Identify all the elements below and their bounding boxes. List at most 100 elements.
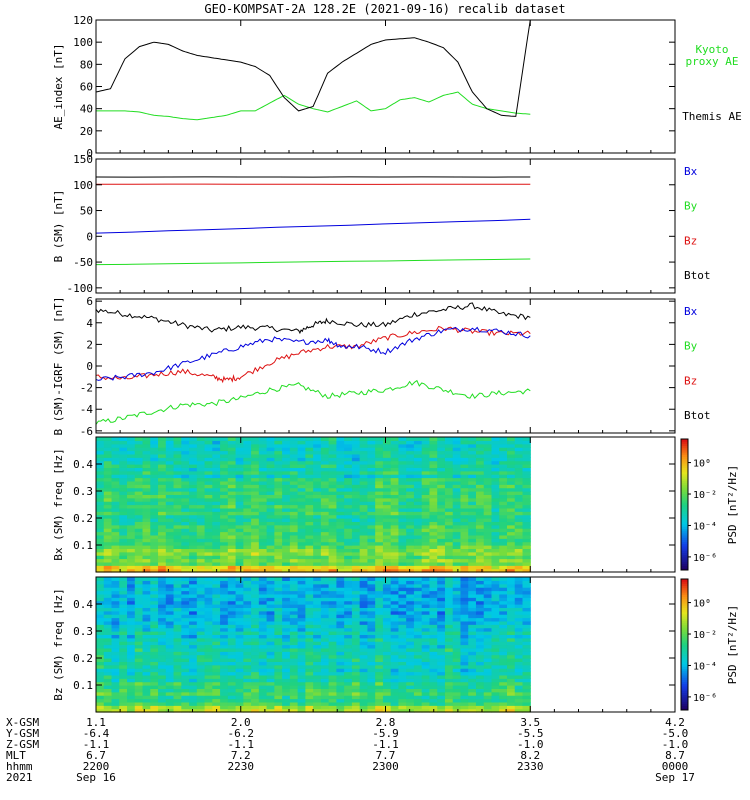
- spectrogram-cells: [96, 437, 531, 573]
- colorbar: 10⁰ 10⁻² 10⁻⁴ 10⁻⁶ PSD [nT²/Hz]: [680, 578, 739, 711]
- y-tick-label: -100: [67, 282, 94, 295]
- panel-2: Bx By Bz Btot -100 -50 0 50 100 150 B (SM) [nT]: [52, 153, 711, 295]
- y-tick-label: 60: [80, 81, 93, 94]
- colorbar: 10⁰ 10⁻² 10⁻⁴ 10⁻⁶ PSD [nT²/Hz]: [680, 438, 739, 571]
- ephemeris-value: -1.0: [517, 738, 544, 751]
- colorbar-tick-label: 10⁻⁶: [693, 553, 717, 564]
- y-axis-label: AE_index [nT]: [52, 43, 65, 129]
- colorbar-tick-label: 10⁻⁴: [693, 521, 717, 532]
- y-tick-label: 0.2: [73, 652, 93, 665]
- y-tick-label: 0: [86, 147, 93, 160]
- y-tick-label: 6: [86, 295, 93, 308]
- ephemeris-value: -1.0: [662, 738, 689, 751]
- legend-label: Bx: [684, 165, 698, 178]
- panel-3: Bx By Bz Btot -6 -4 -2 0 2 4 6 B (SM)-IGRF (SM) [nT…: [52, 295, 711, 438]
- y-tick-label: 0.1: [73, 679, 93, 692]
- legend-entry: Bz: [684, 374, 697, 387]
- colorbar-label: PSD [nT²/Hz]: [726, 465, 739, 544]
- colorbar-tick-label: 10⁻⁴: [693, 661, 717, 672]
- y-tick-label: 0: [86, 360, 93, 373]
- y-tick-label: 2: [86, 338, 93, 351]
- legend-label: By: [684, 340, 698, 353]
- legend-label: By: [684, 200, 698, 213]
- colorbar-tick-label: 10⁻²: [693, 490, 717, 501]
- ephemeris-value: -1.1: [228, 738, 255, 751]
- series-line-btot: [95, 218, 531, 234]
- panel-5: 10⁰ 10⁻² 10⁻⁴ 10⁻⁶ PSD [nT²/Hz] 0.1 0.2 0.3 0.4 B…: [52, 576, 739, 713]
- ephemeris-value: 1.1: [86, 716, 106, 729]
- y-axis-label: B (SM) [nT]: [52, 190, 65, 263]
- panel-frame: [95, 298, 676, 434]
- ephemeris-value: 6.7: [86, 749, 106, 762]
- ephemeris-value: 2.0: [231, 716, 251, 729]
- colorbar-tick-label: 10⁰: [693, 459, 711, 470]
- y-axis-label: Bz (SM) freq [Hz]: [52, 588, 65, 701]
- y-tick-label: -6: [80, 425, 93, 438]
- ephemeris-row-label: Y-GSM: [6, 727, 39, 740]
- legend-label: Themis AE: [682, 110, 742, 123]
- ephemeris-value: 7.7: [376, 749, 396, 762]
- y-axis-label: B (SM)-IGRF (SM) [nT]: [52, 296, 65, 435]
- ephemeris-row-label: X-GSM: [6, 716, 39, 729]
- series-line-kyoto-proxy-ae: [96, 91, 531, 121]
- colorbar-tick-label: 10⁻⁶: [693, 693, 717, 704]
- y-tick-label: 0.1: [73, 539, 93, 552]
- legend-entry: Themis AE: [682, 110, 742, 123]
- y-tick-label: -50: [73, 256, 93, 269]
- series-line-themis-ae: [95, 19, 531, 117]
- legend-entry: Bx: [684, 305, 698, 318]
- series-line-btot: [95, 326, 531, 381]
- y-tick-label: 50: [80, 205, 93, 218]
- legend-label: Btot: [684, 269, 711, 282]
- spectrogram-cells: [96, 577, 531, 713]
- legend-entry: Bx: [684, 165, 698, 178]
- y-tick-label: 0.4: [73, 458, 93, 471]
- ephemeris-value: 7.2: [231, 749, 251, 762]
- ephemeris-value: 2300: [372, 760, 399, 773]
- legend-entry: Bz: [684, 234, 697, 247]
- ephemeris-value: -6.2: [228, 727, 255, 740]
- ephemeris-row-label: 2021: [6, 771, 33, 784]
- y-tick-label: 100: [73, 179, 93, 192]
- ephemeris-value: 3.5: [520, 716, 540, 729]
- y-tick-label: 0.2: [73, 512, 93, 525]
- series-line-bx: [95, 302, 531, 335]
- ephemeris-row-label: Z-GSM: [6, 738, 39, 751]
- colorbar-label: PSD [nT²/Hz]: [726, 605, 739, 684]
- legend-entry: By: [684, 200, 698, 213]
- ephemeris-row-label: hhmm: [6, 760, 33, 773]
- y-tick-label: 150: [73, 153, 93, 166]
- y-tick-label: 4: [86, 317, 93, 330]
- legend-label: Bz: [684, 374, 697, 387]
- y-tick-label: 120: [73, 14, 93, 27]
- ephemeris-value: 8.7: [665, 749, 685, 762]
- ephemeris-value: Sep 17: [655, 771, 695, 784]
- ephemeris-value: -1.1: [83, 738, 110, 751]
- ephemeris-value: 4.2: [665, 716, 685, 729]
- ephemeris-value: 8.2: [520, 749, 540, 762]
- panel-frame: [95, 158, 676, 294]
- panel-4: 10⁰ 10⁻² 10⁻⁴ 10⁻⁶ PSD [nT²/Hz] 0.1 0.2 0.3 0.4 B…: [52, 436, 739, 573]
- legend-label: Bz: [684, 234, 697, 247]
- y-tick-label: 0: [86, 230, 93, 243]
- ephemeris-value: 2330: [517, 760, 544, 773]
- y-tick-label: 80: [80, 58, 93, 71]
- ephemeris-value: -5.0: [662, 727, 689, 740]
- legend-entry: By: [684, 340, 698, 353]
- y-axis-label: Bx (SM) freq [Hz]: [52, 448, 65, 561]
- legend-label: Kyoto: [695, 43, 728, 56]
- ephemeris-value: 2.8: [376, 716, 396, 729]
- ephemeris-value: -5.9: [372, 727, 399, 740]
- legend-label: Bx: [684, 305, 698, 318]
- y-tick-label: 100: [73, 36, 93, 49]
- series-line-bz: [95, 325, 531, 384]
- series-line-by: [95, 258, 531, 266]
- ephemeris-row-label: MLT: [6, 749, 26, 762]
- colorbar-tick-label: 10⁻²: [693, 630, 717, 641]
- y-tick-label: -4: [80, 403, 94, 416]
- ephemeris-value: 2200: [83, 760, 110, 773]
